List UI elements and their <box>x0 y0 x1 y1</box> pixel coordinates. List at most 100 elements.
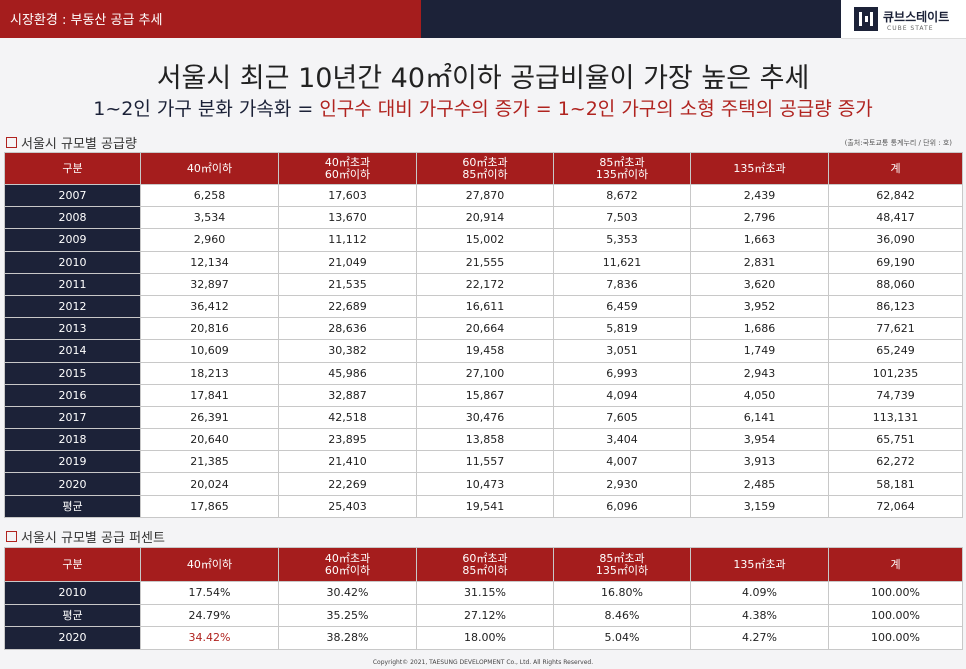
table-cell: 22,269 <box>278 472 417 496</box>
table-cell: 20,914 <box>416 206 554 230</box>
table-row: 2014 10,609 30,382 19,458 3,051 1,749 65,249 <box>4 339 963 363</box>
header-red-band: 시장환경 : 부동산 공급 추세 <box>0 0 421 38</box>
table-cell: 100.00% <box>828 626 963 650</box>
table-cell: 20,816 <box>140 317 279 341</box>
row-label: 2020 <box>4 626 141 650</box>
table-cell: 12,134 <box>140 250 279 274</box>
table-cell: 2,796 <box>690 206 829 230</box>
table-cell: 20,664 <box>416 317 554 341</box>
table-cell: 2,439 <box>690 183 829 208</box>
table-cell: 1,663 <box>690 228 829 252</box>
square-bullet-icon <box>6 531 17 542</box>
table-cell: 101,235 <box>828 361 963 385</box>
table-cell: 17,603 <box>278 183 417 208</box>
table-cell: 6,141 <box>690 405 829 430</box>
row-label: 평균 <box>4 603 141 627</box>
table-cell: 32,887 <box>278 383 417 407</box>
table-cell: 17,841 <box>140 383 279 407</box>
column-header-text: 60㎡초과 <box>462 551 508 565</box>
table-row: 2010 12,134 21,049 21,555 11,621 2,831 69,190 <box>4 250 963 274</box>
table-cell: 20,640 <box>140 428 279 452</box>
column-header-text: 40㎡이하 <box>186 161 233 175</box>
table-cell: 28,636 <box>278 317 417 341</box>
table-cell: 113,131 <box>828 405 963 430</box>
table-row: 2020 34.42% 38.28% 18.00% 5.04% 4.27% 100.00% <box>4 626 963 650</box>
table-cell: 62,272 <box>828 450 963 474</box>
table-row: 평균 17,865 25,403 19,541 6,096 3,159 72,064 <box>4 494 963 518</box>
table-cell: 19,458 <box>416 339 554 363</box>
copyright: Copyright© 2021, TAESUNG DEVELOPMENT Co.… <box>372 659 594 666</box>
table-cell: 4.27% <box>690 626 829 650</box>
table-cell: 35.25% <box>278 603 417 627</box>
table-cell: 1,686 <box>690 317 829 341</box>
table-cell: 3,913 <box>690 450 829 474</box>
row-label: 2013 <box>4 317 141 341</box>
table-cell: 13,858 <box>416 428 554 452</box>
column-header-text: 40㎡이하 <box>186 557 233 571</box>
table-cell: 2,943 <box>690 361 829 385</box>
table-cell: 65,249 <box>828 339 963 363</box>
column-header: 85㎡초과 135㎡이하 <box>553 547 691 582</box>
table-cell: 22,689 <box>278 294 417 319</box>
table-cell: 77,621 <box>828 317 963 341</box>
table-cell: 3,954 <box>690 428 829 452</box>
table-cell: 4,094 <box>553 383 691 407</box>
table-cell: 3,620 <box>690 272 829 296</box>
table-row: 2007 6,258 17,603 27,870 8,672 2,439 62,842 <box>4 183 963 208</box>
subtitle-part-1: 1~2인 가구 분화 가속화 = <box>93 98 320 120</box>
table-cell: 30,476 <box>416 405 554 430</box>
column-header-text: 85㎡초과 <box>599 551 645 565</box>
table-cell: 88,060 <box>828 272 963 296</box>
table-row: 2010 17.54% 30.42% 31.15% 16.80% 4.09% 100.00% <box>4 581 963 605</box>
row-label: 2012 <box>4 294 141 319</box>
page-subtitle: 1~2인 가구 분화 가속화 = 인구수 대비 가구수의 증가 = 1~2인 가… <box>0 94 966 121</box>
table-cell: 86,123 <box>828 294 963 319</box>
table-cell: 48,417 <box>828 206 963 230</box>
table-cell: 100.00% <box>828 603 963 627</box>
column-header-text: 구분 <box>62 161 83 175</box>
logo-name: 큐브스테이트 <box>883 10 950 24</box>
column-header-text: 85㎡초과 <box>599 155 645 169</box>
row-label: 2009 <box>4 228 141 252</box>
logo-subtitle: CUBE STATE <box>887 25 934 32</box>
top-bar: 시장환경 : 부동산 공급 추세 큐브스테이트 CUBE STATE <box>0 0 966 40</box>
row-label: 2019 <box>4 450 141 474</box>
column-header: 계 <box>828 547 963 582</box>
table-cell: 4.09% <box>690 581 829 605</box>
column-header-text: 60㎡이하 <box>324 563 371 577</box>
table-header-row: 구분 40㎡이하 40㎡초과 60㎡이하 60㎡초과 85㎡이하 85㎡초과 135㎡이하 13… <box>4 152 963 185</box>
table-cell: 69,190 <box>828 250 963 274</box>
table-row: 2013 20,816 28,636 20,664 5,819 1,686 77,621 <box>4 317 963 341</box>
table-row: 평균 24.79% 35.25% 27.12% 8.46% 4.38% 100.00% <box>4 603 963 627</box>
table1-label: 서울시 규모별 공급량 <box>6 133 137 152</box>
table-cell: 1,749 <box>690 339 829 363</box>
table-cell: 27,100 <box>416 361 554 385</box>
table-cell: 6,258 <box>140 183 279 208</box>
column-header: 40㎡이하 <box>140 152 279 185</box>
table-cell: 23,895 <box>278 428 417 452</box>
table-header-row: 구분 40㎡이하 40㎡초과 60㎡이하 60㎡초과 85㎡이하 85㎡초과 135㎡이하 13… <box>4 547 963 582</box>
table-cell: 2,485 <box>690 472 829 496</box>
row-label: 2010 <box>4 581 141 605</box>
table-cell: 30,382 <box>278 339 417 363</box>
table-cell: 27,870 <box>416 183 554 208</box>
table-row: 2011 32,897 21,535 22,172 7,836 3,620 88,060 <box>4 272 963 296</box>
header-navy-band <box>421 0 841 38</box>
table-row: 2018 20,640 23,895 13,858 3,404 3,954 65,751 <box>4 428 963 452</box>
table-cell: 3,051 <box>553 339 691 363</box>
table-cell: 72,064 <box>828 494 963 518</box>
row-label: 2010 <box>4 250 141 274</box>
table-cell: 24.79% <box>140 603 279 627</box>
table-cell: 6,459 <box>553 294 691 319</box>
table-cell: 5.04% <box>553 626 691 650</box>
column-header-text: 85㎡이하 <box>462 563 508 577</box>
square-bullet-icon <box>6 137 17 148</box>
table-row: 2015 18,213 45,986 27,100 6,993 2,943 101,235 <box>4 361 963 385</box>
table-cell: 21,385 <box>140 450 279 474</box>
table-row: 2012 36,412 22,689 16,611 6,459 3,952 86,123 <box>4 294 963 319</box>
table-cell: 25,403 <box>278 494 417 518</box>
column-header: 계 <box>828 152 963 185</box>
table-cell: 4,007 <box>553 450 691 474</box>
table-cell: 42,518 <box>278 405 417 430</box>
table-cell: 38.28% <box>278 626 417 650</box>
